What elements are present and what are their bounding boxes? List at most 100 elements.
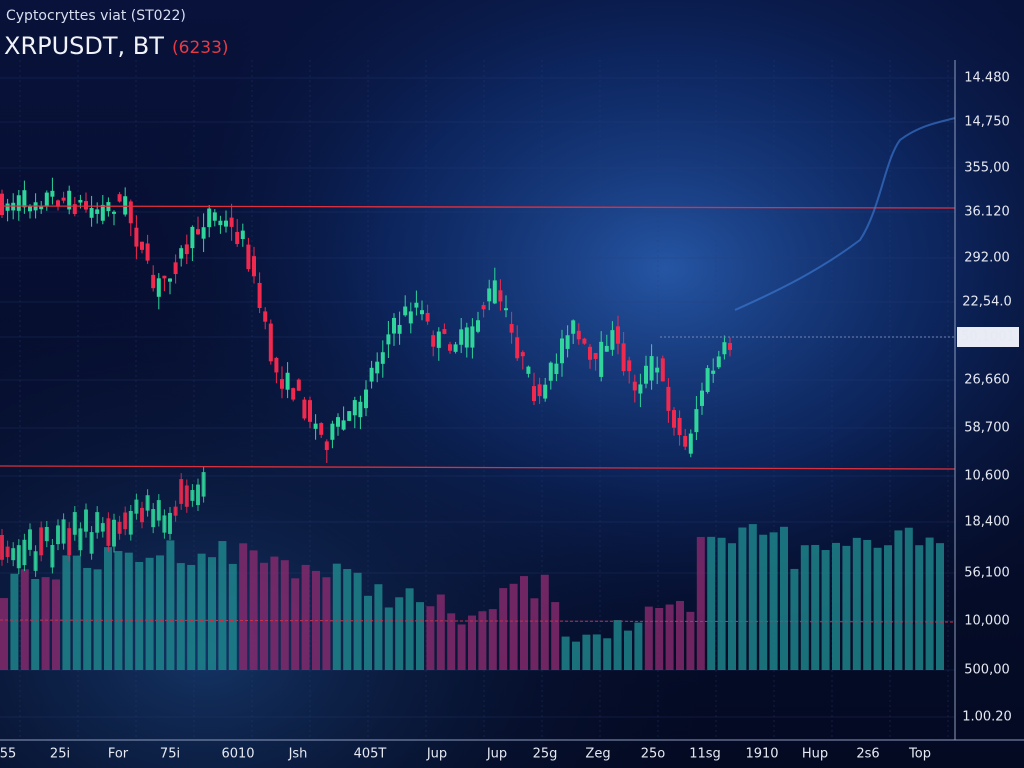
candle-body bbox=[179, 248, 184, 259]
price-label: 18,400 bbox=[964, 515, 1010, 530]
candle-body bbox=[134, 227, 139, 247]
volume-bar bbox=[145, 557, 154, 670]
candle-body bbox=[67, 528, 72, 556]
volume-bar bbox=[384, 607, 393, 670]
candle-body bbox=[179, 479, 184, 504]
candle-body bbox=[39, 206, 44, 210]
candle-body bbox=[677, 417, 682, 436]
candle-body bbox=[117, 521, 122, 534]
volume-bar bbox=[353, 572, 362, 670]
volume-bar bbox=[405, 588, 414, 670]
level-line bbox=[0, 465, 956, 470]
volume-bar bbox=[124, 552, 133, 670]
candle-body bbox=[375, 361, 380, 374]
volume-bar bbox=[301, 564, 310, 670]
candle-body bbox=[347, 411, 352, 421]
price-label: 58,700 bbox=[964, 421, 1010, 436]
candle-body bbox=[716, 356, 721, 368]
candle-body bbox=[229, 217, 234, 227]
time-label: 1910 bbox=[745, 747, 778, 762]
candle-body bbox=[319, 423, 324, 435]
volume-bar bbox=[104, 547, 112, 670]
candle-body bbox=[145, 243, 150, 261]
candle-body bbox=[252, 256, 256, 277]
volume-bar bbox=[197, 553, 206, 670]
volume-bar bbox=[863, 539, 872, 670]
candle-body bbox=[201, 227, 206, 239]
candle-body bbox=[336, 417, 340, 427]
candle-body bbox=[492, 280, 497, 304]
candle-body bbox=[84, 201, 88, 210]
candle-body bbox=[100, 204, 105, 221]
volume-bar bbox=[572, 641, 580, 670]
candle-body bbox=[711, 370, 716, 374]
price-label: 22,54.0 bbox=[962, 295, 1012, 310]
candle-body bbox=[156, 278, 161, 297]
volume-bar bbox=[540, 574, 549, 670]
volume-bar bbox=[332, 563, 341, 670]
candle-body bbox=[196, 484, 200, 506]
candle-body bbox=[0, 193, 4, 215]
candle-body bbox=[67, 190, 72, 210]
candle-body bbox=[145, 495, 150, 511]
volume-bar bbox=[364, 595, 372, 670]
candle-body bbox=[173, 262, 178, 275]
candle-body bbox=[56, 525, 60, 545]
candle-body bbox=[280, 379, 284, 389]
candle-body bbox=[649, 356, 654, 381]
candle-body bbox=[571, 320, 576, 334]
candle-body bbox=[548, 362, 553, 381]
volume-bar bbox=[343, 569, 352, 670]
volume-bar bbox=[530, 598, 539, 670]
candle-body bbox=[481, 305, 486, 310]
candle-body bbox=[112, 519, 116, 547]
candle-body bbox=[140, 241, 144, 250]
candle-body bbox=[89, 532, 94, 554]
candle-body bbox=[464, 327, 469, 348]
volume-bar bbox=[62, 555, 71, 670]
candle-body bbox=[599, 341, 604, 377]
volume-bar bbox=[561, 636, 570, 670]
candle-body bbox=[218, 220, 223, 226]
candle-body bbox=[397, 324, 402, 334]
candle-body bbox=[436, 331, 441, 348]
candle-body bbox=[224, 220, 228, 227]
candle-body bbox=[128, 201, 133, 224]
candle-body bbox=[565, 335, 570, 349]
candle-body bbox=[39, 527, 44, 556]
candle-body bbox=[196, 229, 200, 235]
candle-body bbox=[44, 526, 49, 542]
candle-body bbox=[621, 343, 626, 372]
price-label: 56,100 bbox=[964, 566, 1010, 581]
candle-body bbox=[296, 379, 301, 391]
price-label: 10,600 bbox=[964, 469, 1010, 484]
candle-body bbox=[352, 400, 357, 416]
candle-body bbox=[240, 230, 245, 240]
candle-body bbox=[448, 344, 452, 351]
current-price-box bbox=[957, 327, 1019, 347]
candle-body bbox=[16, 195, 21, 211]
volume-bar bbox=[613, 620, 622, 670]
candle-body bbox=[498, 290, 503, 302]
volume-bar bbox=[436, 594, 445, 670]
time-label: 75i bbox=[160, 747, 180, 762]
candle-body bbox=[201, 472, 206, 497]
candle-body bbox=[576, 330, 581, 340]
candle-body bbox=[61, 519, 66, 544]
volume-bar bbox=[166, 540, 175, 670]
candle-body bbox=[694, 409, 699, 433]
volume-bar bbox=[894, 530, 903, 670]
candle-body bbox=[72, 204, 77, 214]
candle-body bbox=[666, 386, 671, 411]
price-label: 10,000 bbox=[964, 614, 1010, 629]
volume-bar bbox=[676, 600, 684, 670]
volume-bar bbox=[208, 557, 216, 670]
candle-body bbox=[728, 343, 732, 350]
candle-body bbox=[28, 529, 32, 550]
candle-body bbox=[190, 226, 195, 249]
volume-bar bbox=[634, 622, 643, 670]
price-label: 355,00 bbox=[964, 161, 1010, 176]
candle-body bbox=[313, 423, 318, 429]
candle-body bbox=[112, 211, 116, 214]
